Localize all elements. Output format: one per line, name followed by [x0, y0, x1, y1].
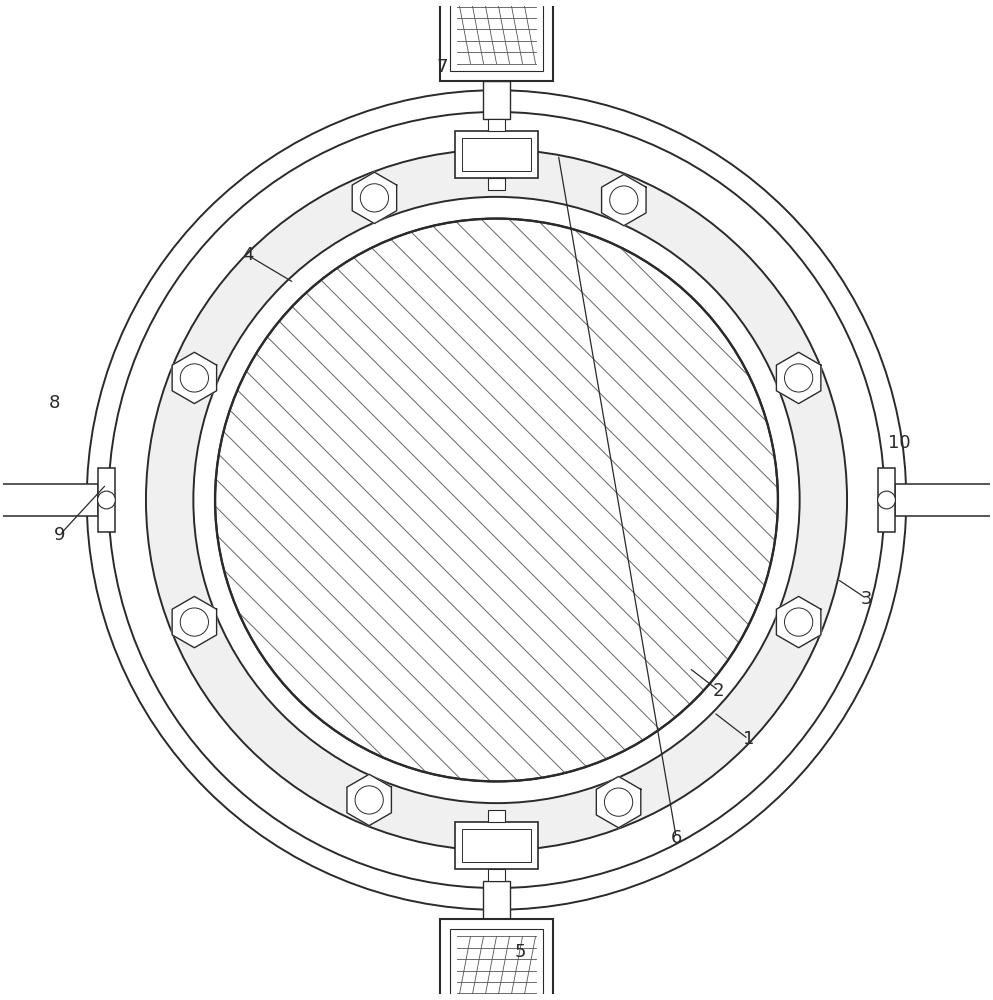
Circle shape [605, 788, 633, 816]
Polygon shape [602, 174, 646, 226]
Bar [488, 119, 505, 131]
Polygon shape [172, 352, 216, 404]
Circle shape [610, 186, 638, 214]
Bar [488, 869, 505, 881]
Circle shape [215, 219, 778, 781]
Polygon shape [172, 596, 216, 648]
Bar [450, 0, 543, 71]
Polygon shape [86, 90, 907, 910]
Circle shape [97, 491, 115, 509]
Circle shape [181, 364, 209, 392]
Bar [463, 138, 530, 171]
Text: 5: 5 [514, 943, 526, 961]
Circle shape [181, 608, 209, 636]
Circle shape [360, 184, 388, 212]
Text: 2: 2 [713, 682, 725, 700]
Text: 7: 7 [437, 58, 448, 76]
Bar [97, 468, 115, 532]
Polygon shape [347, 774, 391, 826]
Polygon shape [777, 352, 821, 404]
Polygon shape [597, 776, 640, 828]
Polygon shape [353, 172, 396, 224]
Bar [488, 178, 505, 190]
Text: 8: 8 [49, 394, 60, 412]
Bar [896, 484, 993, 516]
Text: 4: 4 [242, 246, 253, 264]
Text: 1: 1 [743, 730, 754, 748]
Bar [455, 131, 538, 178]
Bar [0, 484, 97, 516]
Text: 9: 9 [55, 526, 66, 544]
Bar [450, 929, 543, 1000]
Circle shape [784, 364, 812, 392]
Text: 6: 6 [670, 829, 682, 847]
Bar [463, 829, 530, 862]
Bar [878, 468, 896, 532]
Circle shape [355, 786, 383, 814]
Polygon shape [777, 596, 821, 648]
Circle shape [878, 491, 896, 509]
Bar [440, 919, 553, 1000]
Polygon shape [146, 149, 847, 851]
Bar [483, 81, 510, 119]
Bar [488, 810, 505, 822]
Bar [483, 881, 510, 919]
Text: 10: 10 [888, 434, 911, 452]
Circle shape [784, 608, 812, 636]
Bar [455, 822, 538, 869]
Bar [440, 0, 553, 81]
Text: 3: 3 [861, 590, 873, 608]
